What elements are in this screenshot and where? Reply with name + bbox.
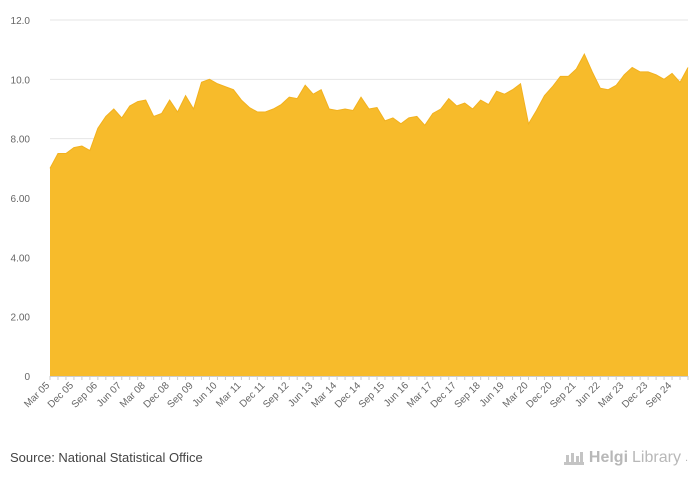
brand-main: Helgi xyxy=(588,449,629,466)
x-tick-label: Sep 06 xyxy=(70,380,100,410)
axes xyxy=(49,376,689,380)
x-tick-label: Sep 24 xyxy=(644,380,674,410)
library-icon xyxy=(563,452,584,465)
x-tick-label: Sep 18 xyxy=(453,380,483,410)
area-line xyxy=(49,52,689,169)
y-tick-label: 2.00 xyxy=(11,313,31,324)
area-fill xyxy=(50,54,688,377)
y-tick-label: 6.00 xyxy=(11,194,31,205)
brand-logo: Helgi Library. xyxy=(563,449,688,467)
y-tick-label: 4.00 xyxy=(11,253,31,264)
series-area xyxy=(49,52,689,377)
y-tick-label: 12.0 xyxy=(11,16,31,27)
x-tick-label: Sep 12 xyxy=(261,380,291,410)
x-tick-label: Sep 09 xyxy=(165,380,195,410)
x-tick-label: Jun 10 xyxy=(191,380,220,409)
x-tick-label: Sep 15 xyxy=(357,380,387,410)
source-note: Source: National Statistical Office xyxy=(10,450,203,465)
y-tick-label: 0 xyxy=(24,372,30,383)
y-tick-label: 8.00 xyxy=(11,135,31,146)
y-tick-labels: 0 2.00 4.00 6.00 8.00 10.0 12.0 xyxy=(11,16,31,383)
x-tick-label: Sep 21 xyxy=(548,380,578,410)
brand-sub: Library xyxy=(632,449,681,466)
y-tick-label: 10.0 xyxy=(11,75,31,86)
